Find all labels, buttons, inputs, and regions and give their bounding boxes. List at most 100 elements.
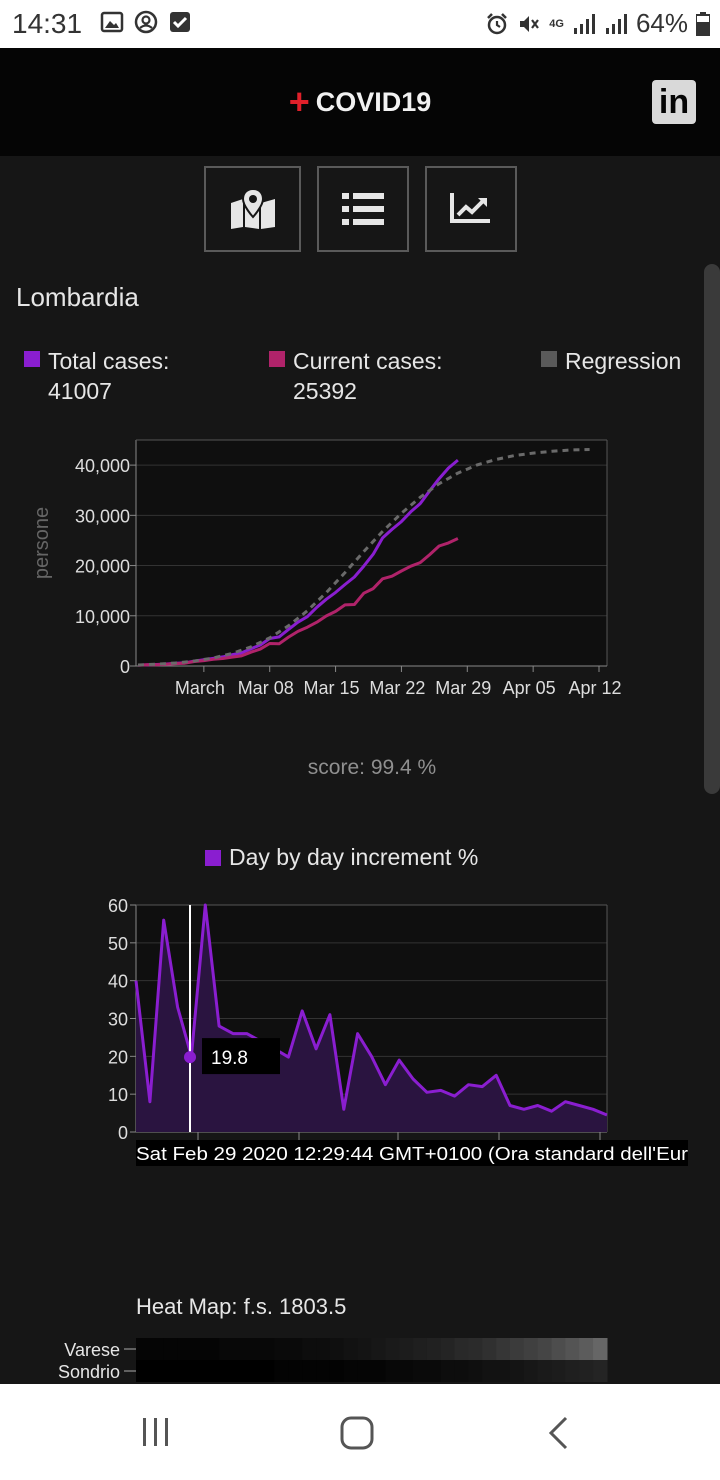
checkbox-icon [170,12,190,32]
app-title[interactable]: + COVID19 [0,48,720,156]
chart-icon [450,193,490,223]
y-tick-label: 50 [108,934,128,954]
heatmap-cell [246,1360,262,1382]
linkedin-icon[interactable]: in [652,80,696,124]
heatmap-cell [468,1338,483,1360]
heatmap-cell [357,1360,372,1382]
y-tick-label: 40 [108,972,128,992]
heatmap-cell [316,1360,331,1382]
heatmap-cell [468,1360,483,1382]
x-tick-label: Mar 22 [369,678,425,698]
heatmap-cell [260,1360,276,1382]
heatmap-cell [579,1360,594,1382]
recent-apps-button[interactable] [140,1416,172,1448]
heatmap-cell [274,1360,289,1382]
tooltip-value-box [202,1038,280,1075]
heatmap-cell [191,1360,206,1382]
scrollbar[interactable] [704,264,720,794]
y-tick-label: 10,000 [75,607,130,627]
heatmap-cell [274,1338,289,1360]
y-tick-label: 30 [108,1010,128,1030]
heatmap-cell [426,1360,442,1382]
battery-icon [696,11,710,36]
legend-regression[interactable]: Regression [541,346,681,376]
status-bar: 14:31 4G 64% [0,0,720,48]
heatmap-cell [551,1338,566,1360]
heatmap-cell [163,1338,179,1360]
back-button[interactable] [546,1416,570,1450]
heatmap-cell [523,1338,539,1360]
legend-current-cases[interactable]: Current cases: 25392 [269,346,443,406]
map-icon [230,189,275,229]
chart-view-button[interactable] [425,166,517,252]
main-content[interactable]: Lombardia Total cases: 41007 Current cas… [0,156,720,1384]
heatmap-cell [343,1338,359,1360]
series-line-regression [137,448,590,667]
heatmap-cell [537,1338,553,1360]
heatmap-cell [482,1338,497,1360]
list-view-button[interactable] [317,166,409,252]
x-tick-label: Mar 15 [304,678,360,698]
legend-swatch [205,849,221,866]
app-bar: + COVID19 in [0,48,720,156]
heatmap-cell [510,1338,525,1360]
y-tick-label: 0 [118,1123,128,1143]
series-line [134,903,608,1117]
heatmap-cell [219,1360,234,1382]
heatmap-cell [413,1360,428,1382]
heatmap-cell [385,1360,400,1382]
heatmap-cell [399,1360,414,1382]
heatmap-cell [177,1360,192,1382]
legend-current-value: 25392 [293,378,357,404]
y-tick-label: 20 [108,1047,128,1067]
gallery-icon [100,11,124,33]
signal-icon [605,13,627,34]
list-icon [342,193,384,225]
y-tick-label: 60 [108,896,128,916]
heatmap-cell [149,1338,165,1360]
heatmap-cell [593,1338,608,1360]
home-button[interactable] [340,1416,374,1450]
legend-increment-label: Day by day increment % [229,844,479,870]
heatmap-cell [496,1338,511,1360]
plot-background [136,440,607,666]
increment-area-chart[interactable]: 0 10 20 30 40 50 60 19.8 Sat Feb 29 2020 12:29:4… [0,891,720,1181]
heatmap-cell [343,1360,359,1382]
heatmap-cell [316,1338,331,1360]
heatmap-cell [593,1360,608,1382]
heatmap-cell [136,1338,151,1360]
heatmap-cell [288,1360,303,1382]
heatmap-cell [413,1338,428,1360]
heatmap-cell [454,1338,469,1360]
legend-swatch [541,351,557,367]
cross-icon: + [288,81,310,122]
y-tick-label: 30,000 [75,506,130,526]
heatmap-cell [371,1338,386,1360]
heatmap-cell [233,1338,248,1360]
legend-regression-label: Regression [565,348,682,374]
heatmap-cell [496,1360,511,1382]
heatmap-cell [579,1338,594,1360]
heatmap-cell [440,1360,456,1382]
legend-total-cases[interactable]: Total cases: 41007 [24,346,169,406]
heatmap-cell [551,1360,566,1382]
heatmap-cell [233,1360,248,1382]
battery-percent: 64% [635,8,688,38]
map-view-button[interactable] [204,166,301,252]
cases-line-chart[interactable]: 0 10,000 20,000 30,000 40,000 March Mar 08 Mar … [0,426,720,716]
mute-icon [520,15,540,32]
series-line-current-cases [137,537,459,667]
heatmap-cell [205,1338,220,1360]
heatmap-cell [163,1360,179,1382]
x-tick-label: Mar 08 [238,678,294,698]
heatmap-cell [523,1360,539,1382]
x-tick-label: March [175,678,225,698]
x-tick-label: Mar 29 [435,678,491,698]
heatmap-cell [565,1338,580,1360]
heatmap-cell [329,1360,345,1382]
legend-current-label: Current cases: [293,348,443,374]
legend-increment[interactable]: Day by day increment % [205,844,478,871]
heatmap-cell [219,1338,234,1360]
heatmap-cell [177,1338,192,1360]
